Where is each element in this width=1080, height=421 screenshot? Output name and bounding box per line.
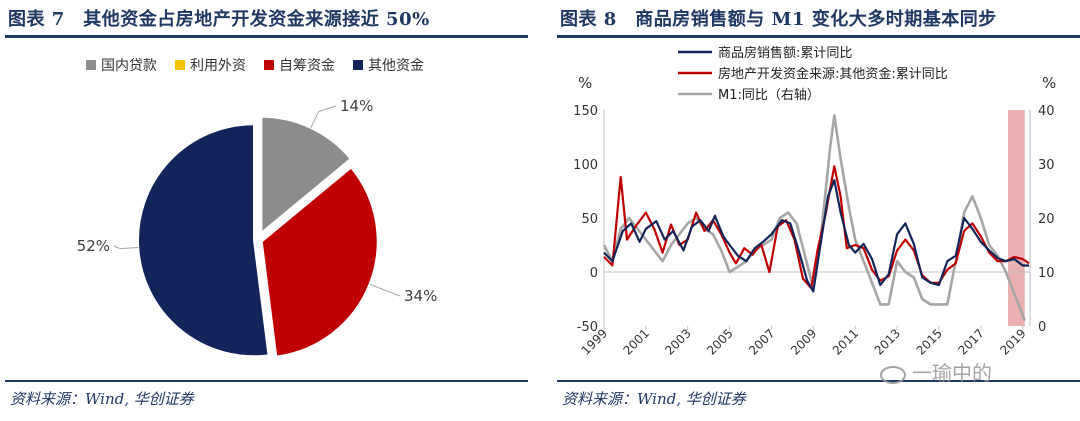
pie-chart: 14% 34% 52%	[77, 97, 437, 358]
pie-data-label: 14%	[340, 97, 373, 115]
x-tick-label: 2019	[997, 326, 1028, 357]
legend-label: M1:同比（右轴）	[718, 88, 820, 103]
series-line-0	[603, 179, 1029, 293]
watermark: 一瑜中的	[880, 357, 992, 386]
legend-label: 自筹资金	[279, 58, 335, 74]
right-source-note: 资料来源：Wind, 华创证券	[562, 390, 746, 408]
left-tick-label: 50	[581, 212, 598, 227]
x-tick-label: 2011	[830, 326, 861, 357]
wechat-icon	[880, 365, 906, 384]
highlight-band	[1008, 110, 1025, 326]
watermark-text: 一瑜中的	[912, 361, 992, 385]
legend-swatch	[175, 60, 185, 70]
left-tick-label: -50	[577, 320, 598, 335]
left-panel: 图表 7 其他资金占房地产开发资金来源接近 50% 国内贷款 利用外资 自筹资金 其他…	[0, 0, 528, 421]
legend-label: 利用外资	[190, 58, 246, 74]
right-tick-label: 30	[1038, 158, 1055, 173]
right-tick-label: 40	[1038, 104, 1055, 119]
left-unit-label: %	[578, 74, 592, 92]
x-tick-label: 2005	[704, 326, 735, 357]
x-tick-label: 2013	[872, 326, 903, 357]
x-tick-label: 2003	[662, 326, 693, 357]
legend-swatch	[353, 60, 363, 70]
left-top-rule	[5, 35, 528, 38]
right-chart-title: 图表 8 商品房销售额与 M1 变化大多时期基本同步	[560, 9, 997, 30]
pie-leader-line	[310, 105, 337, 129]
legend-swatch	[264, 60, 274, 70]
left-tick-label: 100	[573, 158, 598, 173]
legend-label: 商品房销售额:累计同比	[718, 45, 852, 61]
legend-label: 国内贷款	[101, 58, 157, 74]
right-top-rule	[557, 35, 1080, 38]
left-bottom-rule	[5, 380, 528, 382]
pie-slice-3	[137, 123, 270, 358]
right-unit-label: %	[1042, 74, 1056, 92]
x-tick-label: 2009	[788, 326, 819, 357]
right-tick-label: 0	[1038, 320, 1046, 335]
pie-leader-line	[369, 283, 401, 297]
legend-item: 自筹资金	[264, 55, 335, 75]
left-source-note: 资料来源：Wind, 华创证券	[10, 390, 194, 408]
right-panel: 图表 8 商品房销售额与 M1 变化大多时期基本同步 %% 150 100 50 0 -5…	[552, 0, 1080, 421]
pie-data-label: 52%	[77, 237, 110, 255]
x-tick-label: 2017	[955, 326, 986, 357]
x-tick-label: 2015	[914, 326, 945, 357]
right-bottom-rule	[557, 380, 1080, 382]
left-tick-label: 0	[590, 266, 598, 281]
pie-legend: 国内贷款 利用外资 自筹资金 其他资金	[86, 55, 442, 75]
legend-item: 利用外资	[175, 55, 246, 75]
legend-label: 其他资金	[368, 58, 424, 74]
x-tick-label: 2001	[620, 326, 651, 357]
legend-item: 国内贷款	[86, 55, 157, 75]
x-tick-label: 2007	[746, 326, 777, 357]
right-tick-label: 20	[1038, 212, 1055, 227]
left-chart-title: 图表 7 其他资金占房地产开发资金来源接近 50%	[8, 9, 430, 30]
right-tick-label: 10	[1038, 266, 1055, 281]
left-tick-label: 150	[573, 104, 598, 119]
legend-item: 其他资金	[353, 55, 424, 75]
legend-swatch	[86, 60, 96, 70]
pie-data-label: 34%	[404, 287, 437, 305]
pie-leader-line	[113, 245, 139, 250]
legend-label: 房地产开发资金来源:其他资金:累计同比	[718, 66, 948, 82]
